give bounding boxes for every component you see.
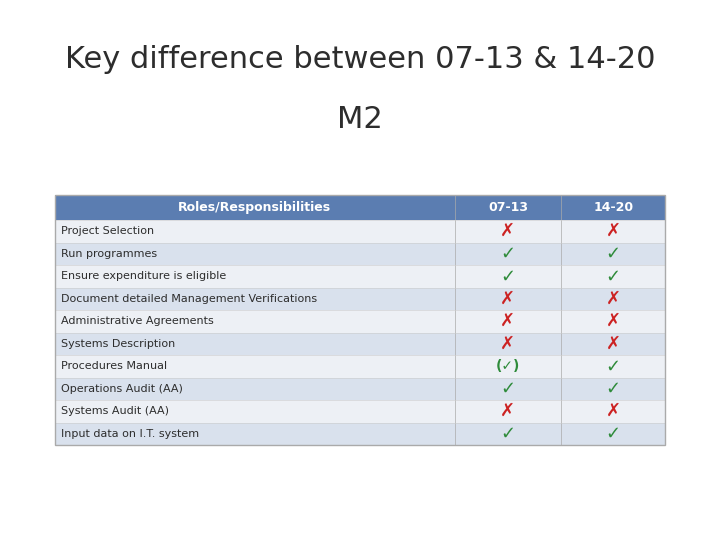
Text: Roles/Responsibilities: Roles/Responsibilities	[179, 201, 331, 214]
Text: ✗: ✗	[500, 222, 516, 240]
Text: ✓: ✓	[606, 357, 621, 375]
Text: ✓: ✓	[500, 245, 516, 263]
Text: Run programmes: Run programmes	[61, 249, 157, 259]
FancyBboxPatch shape	[55, 265, 665, 287]
Text: 14-20: 14-20	[593, 201, 633, 214]
Text: ✓: ✓	[500, 267, 516, 285]
Text: ✗: ✗	[500, 290, 516, 308]
Text: ✗: ✗	[606, 222, 621, 240]
FancyBboxPatch shape	[55, 287, 665, 310]
FancyBboxPatch shape	[55, 195, 665, 220]
Text: Document detailed Management Verifications: Document detailed Management Verificatio…	[61, 294, 317, 303]
Text: ✗: ✗	[500, 312, 516, 330]
Text: Systems Description: Systems Description	[61, 339, 175, 349]
Text: Systems Audit (AA): Systems Audit (AA)	[61, 406, 169, 416]
FancyBboxPatch shape	[55, 220, 665, 242]
Text: Key difference between 07-13 & 14-20: Key difference between 07-13 & 14-20	[65, 45, 655, 75]
Text: Procedures Manual: Procedures Manual	[61, 361, 167, 372]
FancyBboxPatch shape	[55, 377, 665, 400]
Text: Administrative Agreements: Administrative Agreements	[61, 316, 214, 326]
Text: ✓: ✓	[606, 245, 621, 263]
Text: ✗: ✗	[500, 402, 516, 420]
Text: Input data on I.T. system: Input data on I.T. system	[61, 429, 199, 438]
Text: Ensure expenditure is eligible: Ensure expenditure is eligible	[61, 271, 226, 281]
Text: ✗: ✗	[500, 335, 516, 353]
Text: (✓): (✓)	[496, 359, 520, 373]
Text: Operations Audit (AA): Operations Audit (AA)	[61, 384, 183, 394]
FancyBboxPatch shape	[55, 400, 665, 422]
Text: ✓: ✓	[606, 380, 621, 398]
Text: ✓: ✓	[500, 380, 516, 398]
Text: ✓: ✓	[606, 267, 621, 285]
Text: Project Selection: Project Selection	[61, 226, 154, 237]
Text: ✗: ✗	[606, 290, 621, 308]
Text: ✗: ✗	[606, 402, 621, 420]
Text: ✓: ✓	[500, 425, 516, 443]
FancyBboxPatch shape	[55, 422, 665, 445]
Text: ✗: ✗	[606, 312, 621, 330]
Text: ✓: ✓	[606, 425, 621, 443]
Text: 07-13: 07-13	[488, 201, 528, 214]
Text: ✗: ✗	[606, 335, 621, 353]
FancyBboxPatch shape	[55, 310, 665, 333]
FancyBboxPatch shape	[55, 355, 665, 377]
FancyBboxPatch shape	[55, 242, 665, 265]
Text: M2: M2	[337, 105, 383, 134]
FancyBboxPatch shape	[55, 333, 665, 355]
